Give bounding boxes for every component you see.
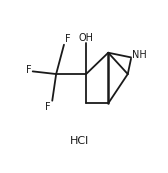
Text: F: F (45, 102, 51, 112)
Text: NH: NH (132, 50, 147, 60)
Text: F: F (26, 65, 31, 75)
Text: HCl: HCl (70, 136, 89, 146)
Text: F: F (65, 34, 71, 44)
Text: OH: OH (79, 33, 94, 43)
